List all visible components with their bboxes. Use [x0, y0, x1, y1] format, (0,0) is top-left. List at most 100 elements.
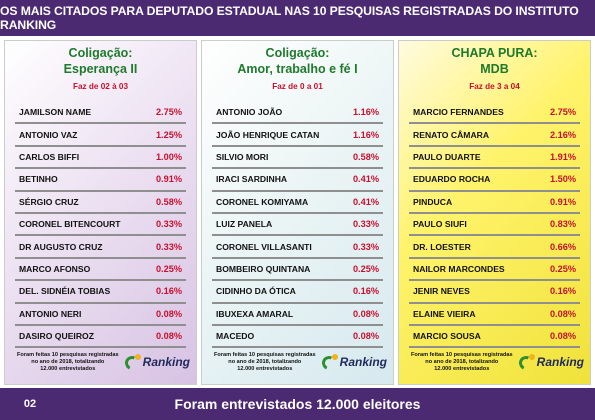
- panel-footer: Foram feitas 10 pesquisas registradas no…: [409, 344, 584, 380]
- candidate-percent: 0.91%: [155, 174, 182, 185]
- candidate-name: DR. LOESTER: [413, 241, 471, 252]
- candidate-percent: 0.08%: [352, 331, 379, 342]
- ranking-logo: Ranking: [319, 354, 387, 372]
- candidate-name: DEL. SIDNÉIA TOBIAS: [19, 286, 111, 297]
- candidate-row: ANTONIO JOÃO 1.16%: [212, 102, 383, 125]
- candidate-percent: 0.58%: [155, 196, 182, 207]
- candidate-name: IBUXEXA AMARAL: [216, 308, 294, 319]
- candidate-percent: 0.41%: [352, 196, 379, 207]
- page-title: OS MAIS CITADOS PARA DEPUTADO ESTADUAL N…: [0, 4, 579, 32]
- candidate-row: RENATO CÂMARA 2.16%: [409, 124, 580, 147]
- candidate-row: MARCIO FERNANDES 2.75%: [409, 102, 580, 125]
- candidate-row: PINDUCA 0.91%: [409, 192, 580, 214]
- candidate-name: MARCIO SOUSA: [413, 331, 481, 342]
- candidate-name: MACEDO: [216, 331, 255, 342]
- ranking-logo-text: Ranking: [339, 355, 387, 369]
- candidate-row: DR AUGUSTO CRUZ 0.33%: [15, 236, 186, 259]
- candidate-name: PAULO DUARTE: [413, 151, 481, 162]
- candidate-name: JENIR NEVES: [413, 286, 470, 297]
- survey-note-line: Foram feitas 10 pesquisas registradas: [410, 351, 513, 358]
- candidate-percent: 1.00%: [155, 151, 182, 162]
- candidate-name: ELAINE VIEIRA: [413, 308, 476, 319]
- candidate-percent: 0.08%: [549, 308, 576, 319]
- ranking-logo-icon: [516, 354, 535, 372]
- candidate-row: IRACI SARDINHA 0.41%: [212, 169, 383, 192]
- candidate-percent: 1.25%: [155, 129, 182, 140]
- candidate-percent: 0.08%: [352, 308, 379, 319]
- survey-note-line: no ano de 2018, totalizando: [425, 358, 499, 365]
- panel-title-line1: Coligação:: [68, 46, 133, 60]
- candidate-percent: 1.91%: [549, 151, 576, 162]
- candidate-row: DEL. SIDNÉIA TOBIAS 0.16%: [15, 281, 186, 304]
- candidate-name: PAULO SIUFI: [413, 219, 467, 230]
- panel-title: Coligação: Esperança II: [15, 45, 186, 77]
- candidate-percent: 0.66%: [549, 241, 576, 252]
- ranking-logo-icon: [122, 354, 141, 372]
- candidate-percent: 2.16%: [549, 129, 576, 140]
- footer-bar: 02 Foram entrevistados 12.000 eleitores: [0, 388, 595, 420]
- candidate-percent: 0.25%: [549, 263, 576, 274]
- candidate-row: ANTONIO NERI 0.08%: [15, 304, 186, 326]
- candidate-row: PAULO DUARTE 1.91%: [409, 147, 580, 170]
- candidate-name: CORONEL BITENCOURT: [19, 219, 121, 230]
- candidate-name: SILVIO MORI: [216, 151, 269, 162]
- candidate-name: JAMILSON NAME: [19, 107, 92, 118]
- range-label: Faz de 3 a 04: [469, 82, 520, 91]
- candidate-percent: 0.25%: [155, 263, 182, 274]
- ranking-logo-text: Ranking: [142, 355, 190, 369]
- candidate-percent: 0.16%: [549, 286, 576, 297]
- candidate-percent: 1.50%: [549, 174, 576, 185]
- ranking-logo-icon: [319, 354, 338, 372]
- candidate-row: DASIRO QUEIROZ 0.08%: [15, 326, 186, 349]
- panel-title-line2: Amor, trabalho e fé I: [237, 62, 358, 76]
- page-title-bar: OS MAIS CITADOS PARA DEPUTADO ESTADUAL N…: [0, 0, 595, 38]
- candidate-percent: 2.75%: [549, 107, 576, 118]
- candidate-name: SÉRGIO CRUZ: [19, 196, 79, 207]
- candidate-row: IBUXEXA AMARAL 0.08%: [212, 304, 383, 326]
- range-label: Faz de 0 a 01: [272, 82, 323, 91]
- candidate-row: CORONEL VILLASANTI 0.33%: [212, 236, 383, 259]
- survey-note-line: 12.000 entrevistados: [434, 365, 490, 372]
- survey-note-line: no ano de 2018, totalizando: [228, 358, 302, 365]
- panel-title-line1: Coligação:: [265, 46, 330, 60]
- survey-note: Foram feitas 10 pesquisas registradas no…: [409, 352, 519, 373]
- candidate-percent: 0.25%: [352, 263, 379, 274]
- candidate-row: SILVIO MORI 0.58%: [212, 147, 383, 170]
- candidate-name: CIDINHO DA ÓTICA: [216, 286, 296, 297]
- survey-note-line: no ano de 2018, totalizando: [31, 358, 105, 365]
- candidate-row: LUIZ PANELA 0.33%: [212, 214, 383, 237]
- candidate-percent: 1.16%: [352, 107, 379, 118]
- candidate-row: MARCO AFONSO 0.25%: [15, 259, 186, 282]
- panel-title: CHAPA PURA: MDB: [409, 45, 580, 77]
- candidate-name: MARCIO FERNANDES: [413, 107, 504, 118]
- coalition-panels: Coligação: Esperança II Faz de 02 à 03 J…: [4, 40, 591, 385]
- candidate-name: ANTONIO VAZ: [19, 129, 78, 140]
- candidate-row: CORONEL BITENCOURT 0.33%: [15, 214, 186, 237]
- candidate-percent: 0.16%: [352, 286, 379, 297]
- candidate-name: IRACI SARDINHA: [216, 174, 288, 185]
- panel-mdb: CHAPA PURA: MDB Faz de 3 a 04 MARCIO FER…: [398, 40, 591, 385]
- candidate-name: DR AUGUSTO CRUZ: [19, 241, 103, 252]
- candidate-percent: 1.16%: [352, 129, 379, 140]
- candidate-row: NAILOR MARCONDES 0.25%: [409, 259, 580, 282]
- candidate-row: MACEDO 0.08%: [212, 326, 383, 349]
- candidate-percent: 0.91%: [549, 196, 576, 207]
- panel-title: Coligação: Amor, trabalho e fé I: [212, 45, 383, 77]
- survey-note: Foram feitas 10 pesquisas registradas no…: [15, 352, 125, 373]
- candidate-name: CORONEL KOMIYAMA: [216, 196, 309, 207]
- candidate-name: NAILOR MARCONDES: [413, 263, 505, 274]
- survey-note-line: Foram feitas 10 pesquisas registradas: [16, 351, 119, 358]
- page-number: 02: [23, 398, 37, 410]
- candidate-name: DASIRO QUEIROZ: [19, 331, 94, 342]
- survey-note: Foram feitas 10 pesquisas registradas no…: [212, 352, 322, 373]
- candidate-row: JENIR NEVES 0.16%: [409, 281, 580, 304]
- range-label: Faz de 02 à 03: [72, 82, 129, 91]
- candidate-percent: 0.33%: [352, 241, 379, 252]
- candidate-percent: 0.16%: [155, 286, 182, 297]
- candidate-name: LUIZ PANELA: [216, 219, 273, 230]
- survey-note-line: 12.000 entrevistados: [237, 365, 293, 372]
- panel-title-line1: CHAPA PURA:: [451, 46, 538, 60]
- candidate-row: BOMBEIRO QUINTANA 0.25%: [212, 259, 383, 282]
- survey-note-line: Foram feitas 10 pesquisas registradas: [213, 351, 316, 358]
- candidate-name: ANTONIO JOÃO: [216, 107, 283, 118]
